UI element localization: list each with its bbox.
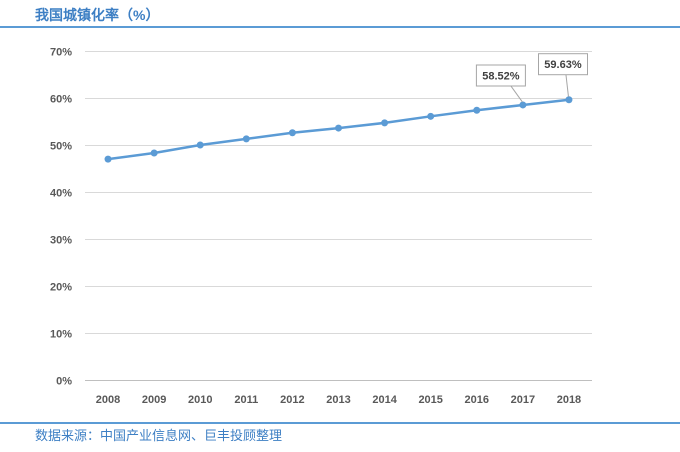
x-tick-label: 2009 bbox=[142, 394, 166, 406]
data-point bbox=[473, 106, 481, 114]
x-axis-labels: 2008 2009 2010 2011 2012 2013 2014 2015 2016 2017… bbox=[96, 394, 581, 406]
data-point bbox=[288, 129, 296, 137]
leader-line bbox=[510, 85, 523, 103]
x-tick-label: 2010 bbox=[188, 394, 212, 406]
leader-line bbox=[565, 74, 569, 97]
y-tick-label: 30% bbox=[50, 235, 72, 247]
x-tick-label: 2017 bbox=[511, 394, 535, 406]
x-tick-label: 2018 bbox=[557, 394, 581, 406]
source-note: 数据来源：中国产业信息网、巨丰投顾整理 bbox=[35, 428, 283, 443]
y-axis-labels: 0% 10% 20% 30% 40% 50% 60% 70% bbox=[50, 47, 72, 388]
data-point bbox=[519, 101, 527, 109]
y-tick-label: 20% bbox=[50, 282, 72, 294]
y-tick-label: 50% bbox=[50, 141, 72, 153]
y-tick-label: 0% bbox=[56, 376, 72, 388]
data-label-box bbox=[538, 53, 588, 76]
gridlines bbox=[85, 51, 592, 381]
x-tick-label: 2011 bbox=[234, 394, 258, 406]
data-point bbox=[381, 119, 389, 127]
header-rule bbox=[0, 26, 680, 28]
data-label: 58.52% bbox=[482, 70, 520, 82]
data-label-box bbox=[475, 64, 526, 87]
x-tick-label: 2014 bbox=[372, 394, 397, 406]
footer-rule bbox=[0, 422, 680, 424]
data-label: 59.63% bbox=[544, 59, 582, 71]
y-tick-label: 60% bbox=[50, 94, 72, 106]
x-tick-label: 2015 bbox=[418, 394, 442, 406]
series-group bbox=[104, 96, 573, 163]
data-point bbox=[565, 96, 573, 104]
data-point bbox=[335, 124, 342, 132]
data-point bbox=[196, 141, 204, 149]
data-point bbox=[104, 155, 112, 163]
data-point bbox=[150, 149, 158, 157]
x-tick-label: 2012 bbox=[280, 394, 304, 406]
data-labels: 58.52% 59.63% bbox=[475, 53, 588, 103]
data-point bbox=[242, 135, 250, 143]
x-tick-label: 2008 bbox=[96, 394, 120, 406]
y-tick-label: 10% bbox=[50, 329, 72, 341]
y-tick-label: 70% bbox=[50, 47, 72, 59]
y-tick-label: 40% bbox=[50, 188, 72, 200]
x-tick-label: 2013 bbox=[326, 394, 350, 406]
data-point bbox=[427, 112, 435, 120]
x-tick-label: 2016 bbox=[465, 394, 489, 406]
chart-title: 我国城镇化率（%） bbox=[35, 7, 160, 23]
